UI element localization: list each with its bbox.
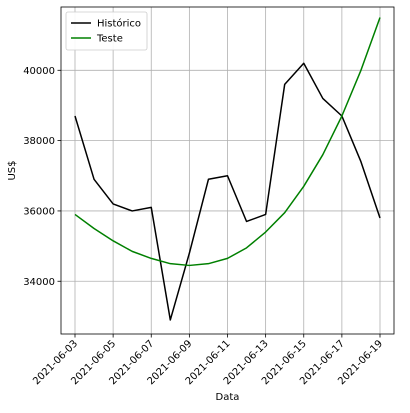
- grid: [61, 7, 394, 334]
- legend-label-teste: Teste: [96, 34, 123, 45]
- x-axis-label: Data: [216, 392, 240, 403]
- series-lines: [74, 17, 381, 321]
- y-axis-label: US$: [7, 160, 18, 180]
- y-axis-ticks: 34000 36000 38000 40000: [23, 66, 61, 288]
- series-line-historico: [74, 62, 381, 321]
- y-tick-label: 40000: [23, 66, 55, 77]
- x-axis-ticks: 2021-06-032021-06-052021-06-072021-06-09…: [31, 334, 385, 387]
- legend-label-historico: Histórico: [97, 18, 141, 30]
- y-tick-label: 34000: [23, 277, 55, 288]
- series-line-teste: [74, 17, 381, 267]
- legend: Histórico Teste: [65, 11, 148, 51]
- y-tick-label: 38000: [23, 136, 55, 147]
- y-tick-label: 36000: [23, 206, 55, 217]
- legend-box: [65, 11, 148, 51]
